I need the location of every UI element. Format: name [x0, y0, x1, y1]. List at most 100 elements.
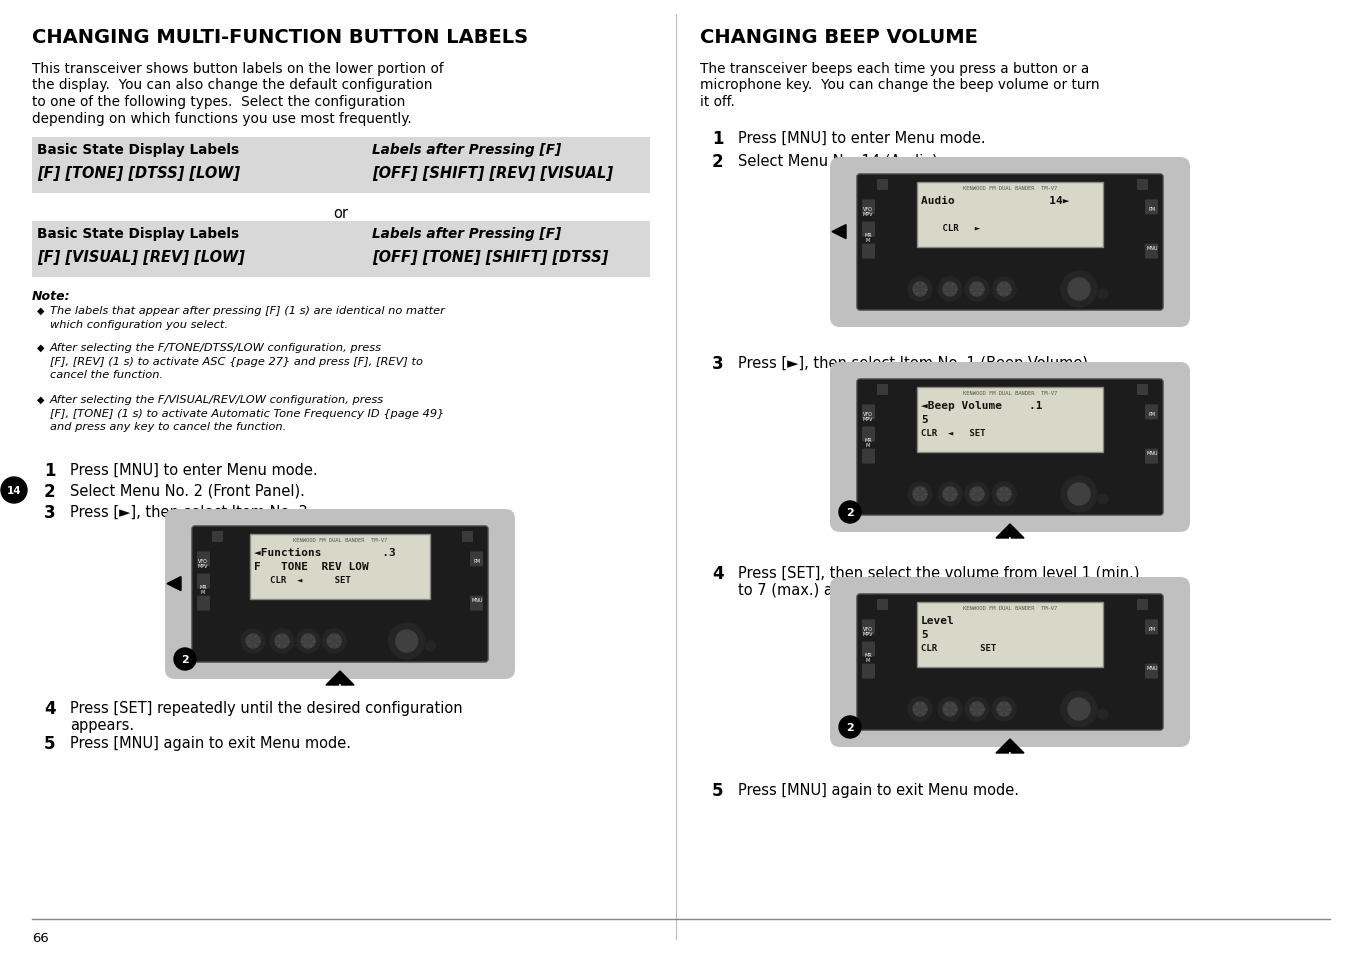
Circle shape: [1, 477, 27, 503]
Circle shape: [840, 501, 861, 523]
Text: MR
M: MR M: [864, 233, 872, 243]
Circle shape: [909, 482, 932, 506]
Text: MNU: MNU: [1146, 245, 1157, 251]
Text: Note:: Note:: [32, 290, 70, 303]
Circle shape: [942, 488, 957, 501]
Text: Labels after Pressing [F]: Labels after Pressing [F]: [372, 143, 561, 157]
Text: VFO
MPV: VFO MPV: [863, 411, 873, 422]
Text: CLR        SET: CLR SET: [921, 643, 996, 653]
FancyBboxPatch shape: [863, 427, 875, 442]
Circle shape: [322, 629, 346, 654]
Text: the display.  You can also change the default configuration: the display. You can also change the def…: [32, 78, 433, 92]
Text: ◆: ◆: [37, 306, 45, 315]
FancyBboxPatch shape: [857, 379, 1163, 516]
Text: KENWOOD FM DUAL BANDER  TM-V7: KENWOOD FM DUAL BANDER TM-V7: [293, 537, 387, 542]
FancyBboxPatch shape: [830, 578, 1190, 747]
FancyBboxPatch shape: [830, 158, 1190, 328]
FancyBboxPatch shape: [1145, 619, 1159, 635]
Text: MNU: MNU: [1146, 665, 1157, 670]
Text: or: or: [334, 206, 349, 221]
Text: 2: 2: [181, 655, 189, 664]
Text: MNU: MNU: [472, 597, 483, 602]
Text: CLR  ◄      SET: CLR ◄ SET: [254, 576, 352, 584]
Circle shape: [174, 648, 196, 670]
Circle shape: [296, 629, 320, 654]
Circle shape: [241, 629, 265, 654]
FancyBboxPatch shape: [1137, 385, 1148, 395]
FancyBboxPatch shape: [863, 405, 875, 420]
FancyBboxPatch shape: [1145, 449, 1159, 464]
FancyBboxPatch shape: [470, 552, 483, 567]
Text: depending on which functions you use most frequently.: depending on which functions you use mos…: [32, 112, 412, 126]
Text: !: !: [1009, 751, 1011, 760]
Text: Basic State Display Labels: Basic State Display Labels: [37, 143, 239, 157]
Text: MR
M: MR M: [864, 652, 872, 662]
Text: appears.: appears.: [70, 718, 134, 732]
FancyBboxPatch shape: [1137, 180, 1148, 191]
Text: PM: PM: [1148, 626, 1156, 631]
Polygon shape: [326, 671, 354, 685]
Text: [OFF] [TONE] [SHIFT] [DTSS]: [OFF] [TONE] [SHIFT] [DTSS]: [372, 250, 608, 265]
Text: MR
M: MR M: [199, 584, 207, 595]
Text: Press [MNU] to enter Menu mode.: Press [MNU] to enter Menu mode.: [738, 131, 986, 146]
FancyBboxPatch shape: [877, 599, 888, 610]
Text: [F] [VISUAL] [REV] [LOW]: [F] [VISUAL] [REV] [LOW]: [37, 250, 245, 265]
Circle shape: [274, 635, 289, 648]
FancyBboxPatch shape: [857, 174, 1163, 311]
Text: PM: PM: [473, 558, 480, 563]
Circle shape: [913, 283, 927, 296]
Text: After selecting the F/VISUAL/REV/LOW configuration, press
[F], [TONE] (1 s) to a: After selecting the F/VISUAL/REV/LOW con…: [50, 395, 445, 432]
FancyBboxPatch shape: [877, 385, 888, 395]
Circle shape: [301, 635, 315, 648]
Text: 4: 4: [713, 564, 723, 582]
Text: VFO
MPV: VFO MPV: [197, 558, 208, 569]
Circle shape: [992, 277, 1015, 302]
FancyBboxPatch shape: [863, 244, 875, 259]
FancyBboxPatch shape: [462, 532, 473, 542]
Circle shape: [913, 488, 927, 501]
FancyBboxPatch shape: [1137, 599, 1148, 610]
Text: Select Menu No. 14 (Audio).: Select Menu No. 14 (Audio).: [738, 153, 942, 169]
Circle shape: [1068, 278, 1090, 301]
Circle shape: [909, 698, 932, 721]
Circle shape: [389, 623, 425, 659]
Circle shape: [1061, 476, 1096, 513]
FancyBboxPatch shape: [1145, 664, 1159, 679]
Text: ◆: ◆: [37, 343, 45, 353]
FancyBboxPatch shape: [1145, 405, 1159, 420]
Circle shape: [965, 698, 990, 721]
Circle shape: [965, 482, 990, 506]
FancyBboxPatch shape: [917, 388, 1103, 453]
Text: VFO
MPV: VFO MPV: [863, 626, 873, 637]
FancyBboxPatch shape: [470, 596, 483, 611]
Circle shape: [840, 717, 861, 739]
Circle shape: [1098, 290, 1109, 299]
Circle shape: [1098, 495, 1109, 504]
Text: [OFF] [SHIFT] [REV] [VISUAL]: [OFF] [SHIFT] [REV] [VISUAL]: [372, 166, 612, 181]
Text: to 7 (max.) and OFF.  The default is level 5.: to 7 (max.) and OFF. The default is leve…: [738, 582, 1055, 598]
Text: The labels that appear after pressing [F] (1 s) are identical no matter
which co: The labels that appear after pressing [F…: [50, 306, 445, 329]
Text: PM: PM: [1148, 207, 1156, 212]
FancyBboxPatch shape: [863, 449, 875, 464]
Text: 2: 2: [45, 482, 55, 500]
Text: 1: 1: [45, 461, 55, 479]
Circle shape: [1061, 691, 1096, 727]
FancyBboxPatch shape: [863, 200, 875, 215]
FancyBboxPatch shape: [863, 619, 875, 635]
Text: Press [►], then select Item No. 3.: Press [►], then select Item No. 3.: [70, 504, 312, 519]
Circle shape: [992, 698, 1015, 721]
Text: ◆: ◆: [37, 395, 45, 405]
Circle shape: [996, 488, 1011, 501]
Circle shape: [426, 641, 435, 651]
Text: Press [►], then select Item No. 1 (Beep Volume).: Press [►], then select Item No. 1 (Beep …: [738, 355, 1092, 371]
Circle shape: [246, 635, 260, 648]
FancyBboxPatch shape: [212, 532, 223, 542]
Text: After selecting the F/TONE/DTSS/LOW configuration, press
[F], [REV] (1 s) to act: After selecting the F/TONE/DTSS/LOW conf…: [50, 343, 423, 380]
Text: CHANGING MULTI-FUNCTION BUTTON LABELS: CHANGING MULTI-FUNCTION BUTTON LABELS: [32, 28, 529, 47]
FancyBboxPatch shape: [197, 596, 210, 611]
FancyBboxPatch shape: [32, 138, 650, 193]
Text: 1: 1: [713, 130, 723, 148]
FancyBboxPatch shape: [917, 602, 1103, 667]
FancyBboxPatch shape: [250, 535, 430, 599]
FancyBboxPatch shape: [197, 574, 210, 589]
